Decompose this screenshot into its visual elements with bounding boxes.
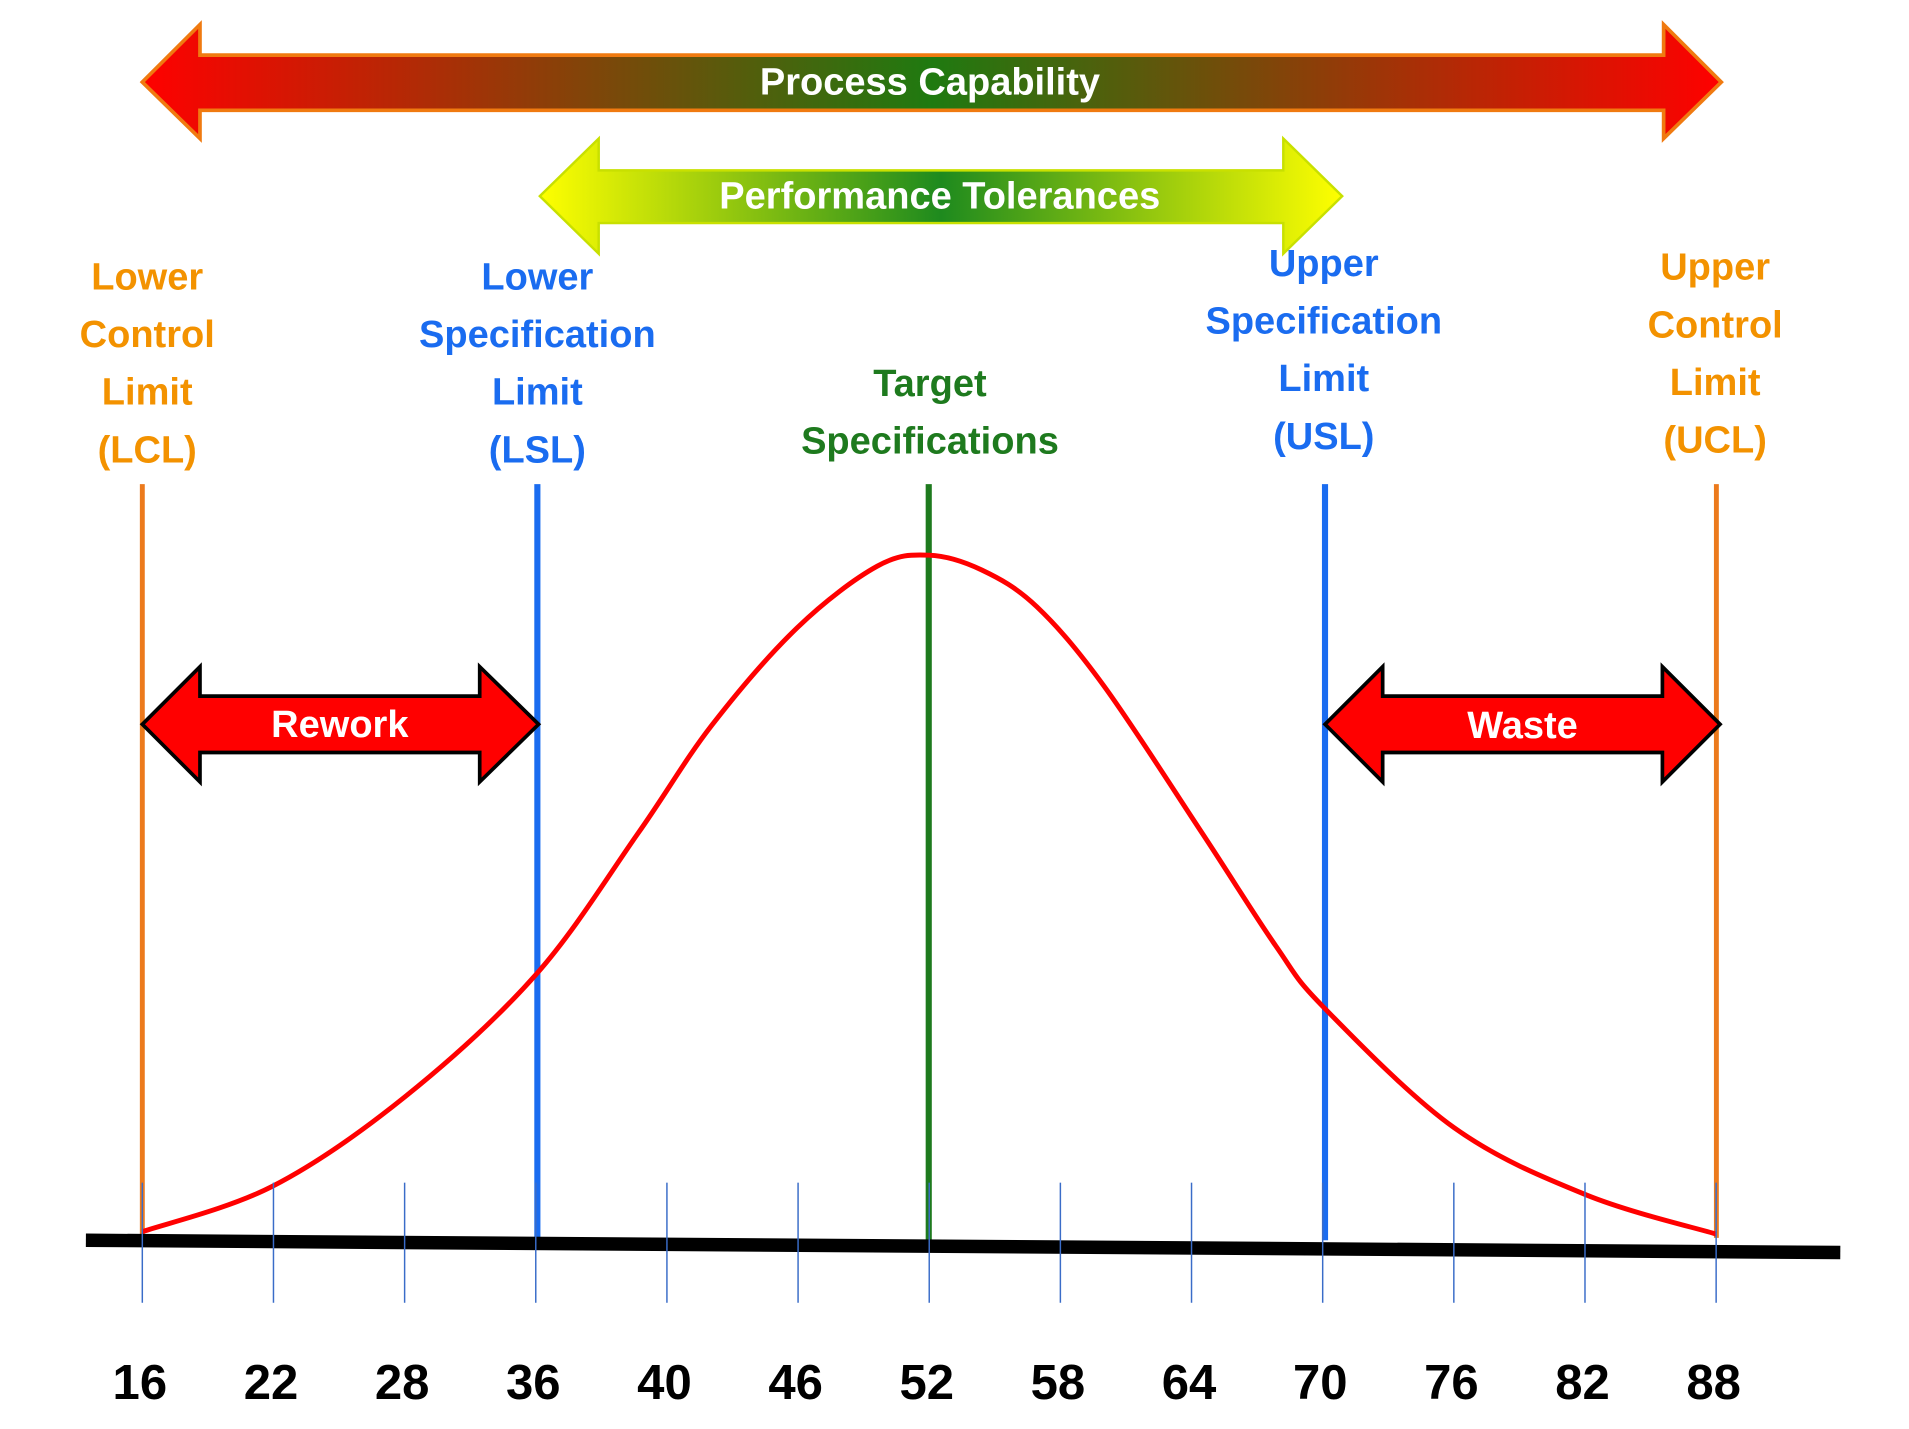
performance-tolerances-label: Performance Tolerances	[719, 176, 1160, 218]
usl-label: (USL)	[1273, 416, 1374, 458]
process-capability-arrow	[139, 20, 1724, 143]
performance-tolerances-arrow	[538, 135, 1344, 257]
rework-arrow	[139, 662, 542, 787]
process-capability-label: Process Capability	[760, 62, 1100, 104]
target-label: Target	[873, 363, 987, 405]
lsl-label: (LSL)	[489, 429, 586, 471]
waste-label: Waste	[1467, 705, 1578, 747]
waste-arrow	[1322, 662, 1723, 787]
axis-label: 28	[375, 1356, 430, 1410]
ucl-label: Control	[1648, 304, 1783, 346]
ucl-label: Upper	[1660, 247, 1770, 289]
axis-label: 82	[1555, 1356, 1610, 1410]
axis-label: 46	[768, 1356, 823, 1410]
limit-lines	[139, 484, 1719, 1241]
axis-label: 16	[113, 1356, 168, 1410]
lcl-label: (LCL)	[98, 429, 197, 471]
axis-label: 64	[1162, 1356, 1217, 1410]
axis-label: 22	[244, 1356, 299, 1410]
usl-label: Limit	[1278, 358, 1369, 400]
lsl-label: Limit	[492, 372, 583, 414]
rework-label: Rework	[271, 704, 409, 746]
lsl-label: Lower	[481, 256, 593, 298]
usl-label: Upper	[1269, 243, 1379, 285]
ucl-label: (UCL)	[1663, 419, 1766, 461]
ucl-label: Limit	[1670, 362, 1761, 404]
lcl-label: Lower	[91, 256, 203, 298]
lcl-label: Control	[80, 314, 215, 356]
axis-label: 58	[1031, 1356, 1086, 1410]
axis-label: 88	[1686, 1356, 1741, 1410]
lsl-label: Specification	[419, 314, 656, 356]
axis-label: 40	[637, 1356, 692, 1410]
lcl-label: Limit	[102, 372, 193, 414]
axis-line	[85, 1233, 1841, 1260]
axis-label: 70	[1293, 1356, 1348, 1410]
normal-curve	[141, 552, 1718, 1237]
axis-label: 76	[1424, 1356, 1479, 1410]
axis-label: 52	[899, 1356, 954, 1410]
target-label: Specifications	[801, 421, 1059, 463]
usl-label: Specification	[1205, 301, 1442, 343]
axis-label: 36	[506, 1356, 561, 1410]
